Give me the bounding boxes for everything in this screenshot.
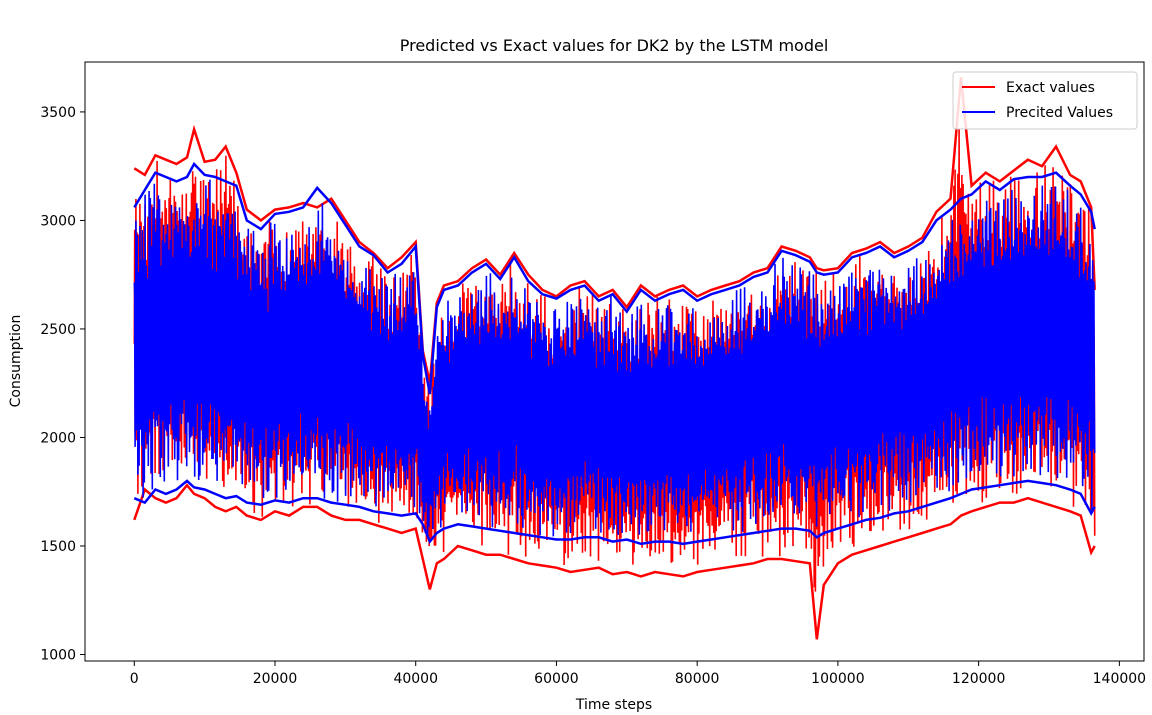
x-tick-label-6: 120000	[952, 671, 1005, 687]
y-axis-label: Consumption	[8, 315, 24, 408]
legend: Exact values Precited Values	[952, 71, 1138, 130]
y-tick-label-5: 3500	[40, 105, 76, 121]
y-tick-label-3: 2500	[40, 322, 76, 338]
x-tick-label-3: 60000	[534, 671, 579, 687]
x-tick-label-0: 0	[130, 671, 139, 687]
x-tick-label-4: 80000	[675, 671, 720, 687]
x-tick-label-2: 40000	[393, 671, 438, 687]
plot-frame	[84, 61, 1145, 662]
y-axis: 1000 1500 2000 2500 3000 3500	[40, 105, 85, 663]
x-tick-label-5: 100000	[811, 671, 864, 687]
series-peaks-lower-0	[133, 483, 1096, 640]
series-peaks-upper-1	[133, 161, 1096, 395]
legend-frame	[952, 71, 1138, 130]
x-tick-label-1: 20000	[253, 671, 298, 687]
y-tick-label-2: 2000	[40, 430, 76, 446]
x-tick-label-7: 140000	[1093, 671, 1146, 687]
x-axis-label: Time steps	[575, 697, 652, 713]
legend-label-predicted: Precited Values	[1006, 105, 1113, 121]
y-tick-label-1: 1500	[40, 539, 76, 555]
y-tick-label-0: 1000	[40, 647, 76, 663]
series-peaks-upper-0	[133, 77, 1096, 384]
series-line-1	[133, 179, 1096, 537]
plot-area	[84, 61, 1145, 662]
chart-title: Predicted vs Exact values for DK2 by the…	[400, 36, 829, 55]
series-peaks-lower-1	[133, 479, 1096, 546]
series-layer	[133, 77, 1096, 640]
y-tick-label-4: 3000	[40, 213, 76, 229]
legend-label-exact: Exact values	[1006, 80, 1095, 96]
x-axis: 0 20000 40000 60000 80000 100000 120000 140000	[130, 661, 1146, 687]
